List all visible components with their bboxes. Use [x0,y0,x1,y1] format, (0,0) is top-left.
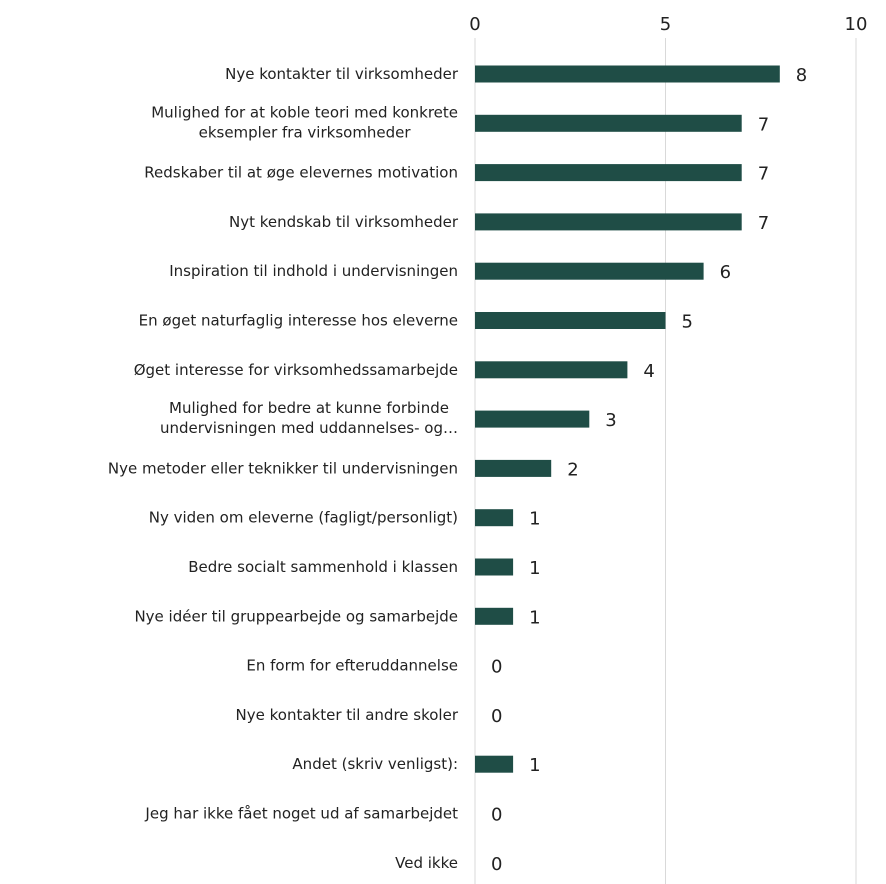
data-label: 1 [529,755,540,776]
x-tick-label: 0 [469,14,480,35]
category-label: Bedre socialt sammenhold i klassen [188,558,458,576]
data-label: 2 [567,459,578,480]
bar [475,509,514,527]
category-label: Nyt kendskab til virksomheder [229,213,459,231]
data-label: 7 [758,164,769,185]
bar [475,410,590,428]
data-label: 5 [682,312,693,333]
data-label: 3 [605,410,616,431]
category-label: Nye metoder eller teknikker til undervis… [108,459,458,477]
category-label: En øget naturfaglig interesse hos elever… [139,312,458,330]
x-tick-label: 5 [660,14,671,35]
data-label: 6 [720,262,731,283]
x-tick-label: 10 [845,14,868,35]
bar [475,361,628,379]
data-label: 4 [643,361,654,382]
bars [475,65,780,773]
bar [475,213,742,231]
category-label: Øget interesse for virksomhedssamarbejde [134,361,458,379]
value-labels: 8 7 7 7 6 5 4 3 2 1 1 1 0 0 1 0 0 [491,65,807,875]
category-label: Mulighed for bedre at kunne forbinde unde… [160,399,458,437]
category-label: Nye idéer til gruppearbejde og samarbejd… [134,607,458,625]
data-label: 0 [491,706,502,727]
data-label: 1 [529,509,540,530]
data-label: 0 [491,805,502,826]
bar [475,114,742,132]
data-label: 8 [796,65,807,86]
data-label: 0 [491,854,502,875]
bar [475,755,514,773]
data-label: 0 [491,657,502,678]
bar [475,459,552,477]
data-label: 7 [758,114,769,135]
category-label: Ny viden om eleverne (fagligt/personligt… [149,509,458,527]
x-axis-ticks: 0 5 10 [469,14,867,35]
category-label: En form for efteruddannelse [246,657,458,675]
category-labels: Nye kontakter til virksomheder Mulighed f… [108,65,459,872]
bar [475,65,780,83]
bar [475,312,666,329]
category-label: Jeg har ikke fået noget ud af samarbejde… [144,805,458,823]
bar [475,262,704,280]
category-label: Redskaber til at øge elevernes motivatio… [144,164,458,182]
category-label: Inspiration til indhold i undervisningen [169,262,458,280]
data-label: 7 [758,213,769,234]
category-label: Ved ikke [395,854,458,872]
category-label: Mulighed for at koble teori med konkrete… [151,103,458,141]
category-label: Nye kontakter til virksomheder [225,65,459,83]
data-label: 1 [529,607,540,628]
bar [475,164,742,182]
category-label: Nye kontakter til andre skoler [236,706,459,724]
bar [475,558,514,576]
data-label: 1 [529,558,540,579]
bar [475,607,514,625]
category-label: Andet (skriv venligst): [292,755,458,773]
